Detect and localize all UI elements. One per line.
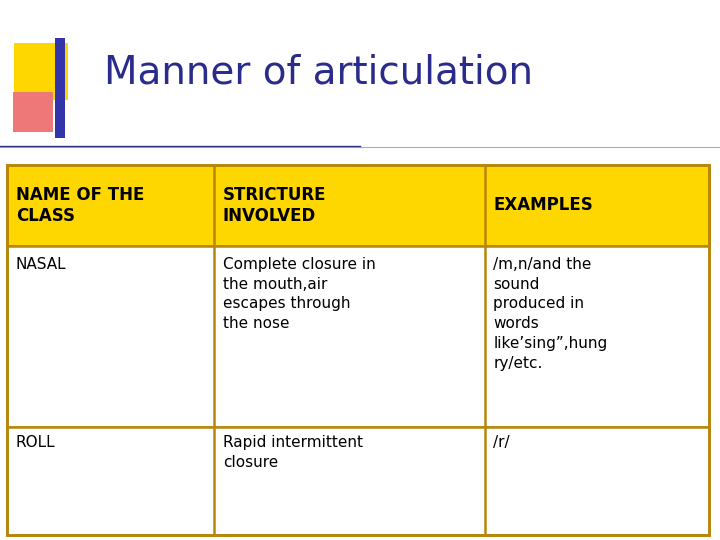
Bar (55, 38, 65, 138)
Bar (13, 92, 53, 132)
Text: EXAMPLES: EXAMPLES (493, 197, 593, 214)
Text: /r/: /r/ (493, 435, 510, 450)
Text: Rapid intermittent
closure: Rapid intermittent closure (223, 435, 363, 470)
Text: NAME OF THE
CLASS: NAME OF THE CLASS (16, 186, 144, 225)
Text: STRICTURE
INVOLVED: STRICTURE INVOLVED (223, 186, 326, 225)
Bar (14, 43, 68, 100)
Bar (7, 165, 709, 246)
Text: /m,n/and the
sound
produced in
words
like’sing”,hung
ry/etc.: /m,n/and the sound produced in words lik… (493, 257, 608, 371)
Bar (7, 427, 709, 535)
Text: Manner of articulation: Manner of articulation (104, 54, 534, 92)
Bar (7, 246, 709, 427)
Text: Complete closure in
the mouth,air
escapes through
the nose: Complete closure in the mouth,air escape… (223, 257, 376, 331)
Text: ROLL: ROLL (16, 435, 55, 450)
Bar (7, 165, 709, 535)
Text: NASAL: NASAL (16, 257, 66, 272)
